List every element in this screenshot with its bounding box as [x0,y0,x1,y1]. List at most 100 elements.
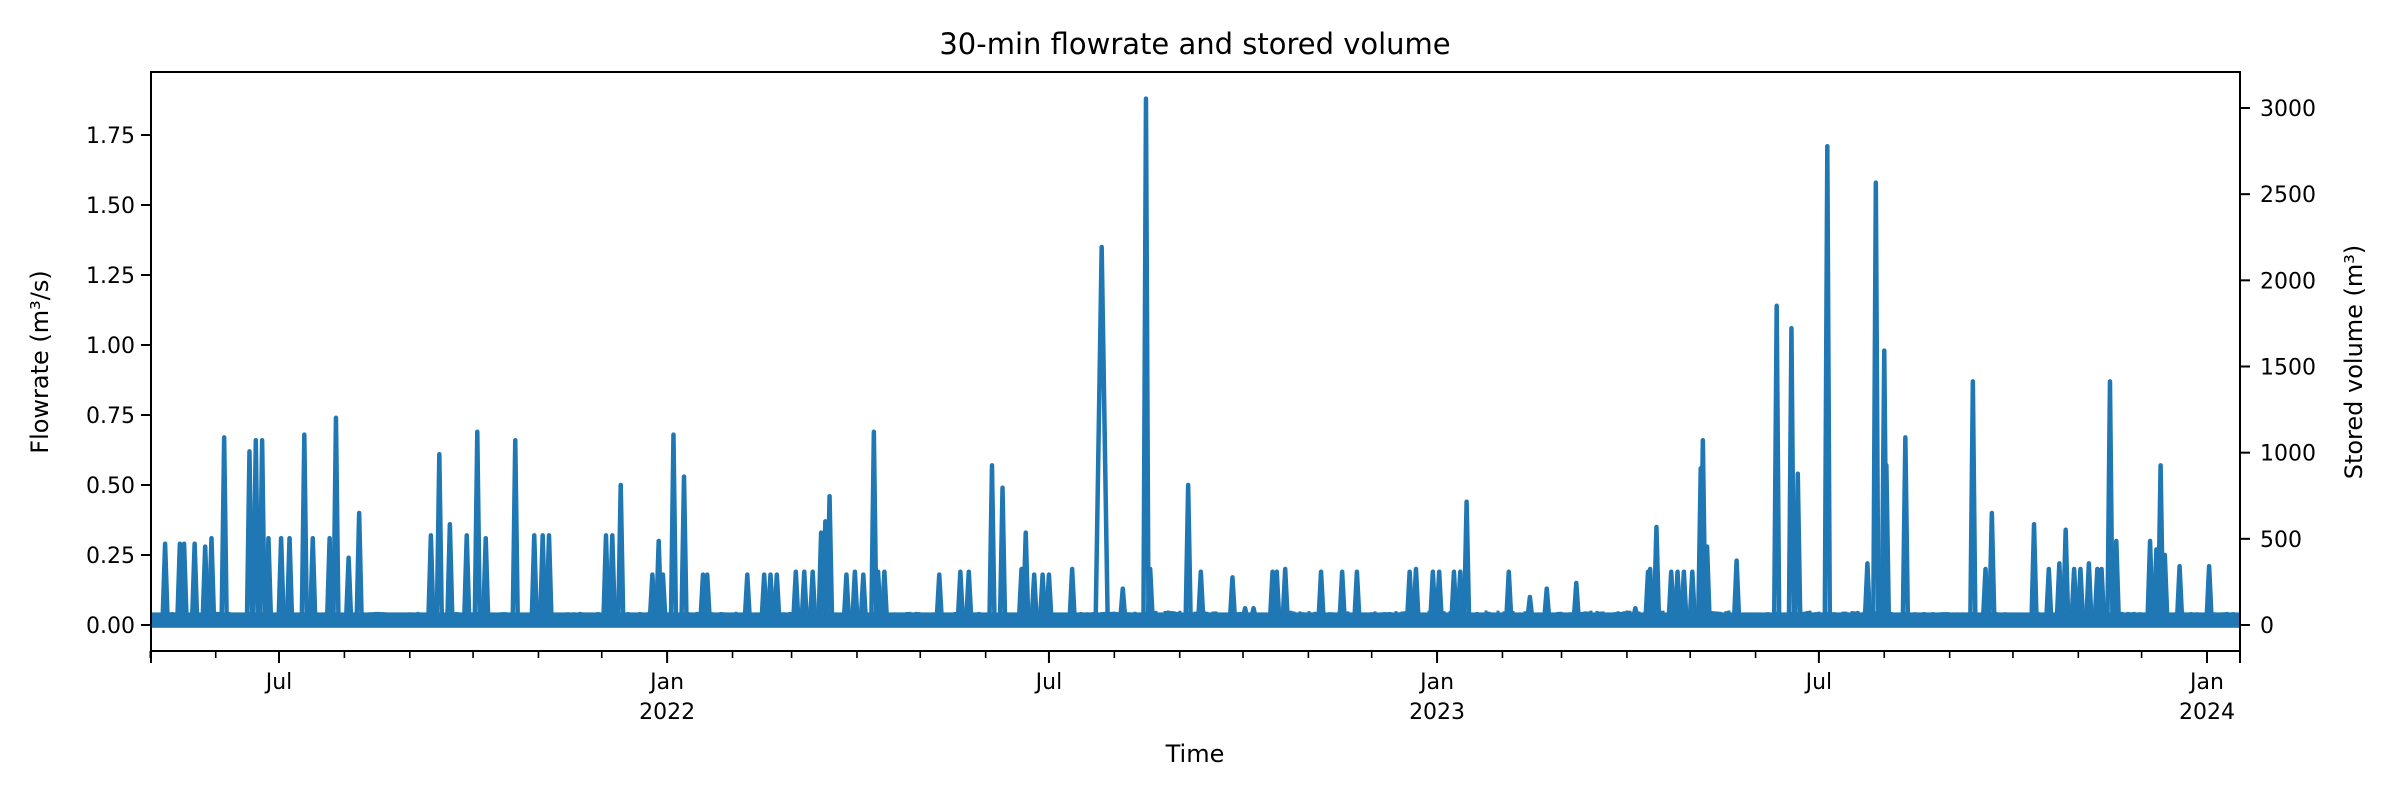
flow-spike [964,569,974,622]
flow-spike [2105,379,2115,622]
flow-spike [772,572,782,622]
flow-spike [1411,566,1421,622]
flow-spike [841,572,852,622]
flowrate-series [151,96,2240,628]
x-tick-label: Jul [1034,670,1063,695]
flow-spike [1337,569,1347,622]
y-tick-label: 1.25 [86,264,135,289]
flow-spike [1461,499,1472,622]
flow-spike [1504,569,1514,622]
flow-spike [1352,569,1362,622]
y-tick-label: 1.75 [86,124,135,149]
flow-spike [331,415,341,622]
flow-spike [426,533,436,622]
flow-spike [1067,566,1077,622]
flow-spike [879,569,890,622]
flow-spike [2096,566,2107,622]
y-tick-label: 0.75 [86,404,135,429]
flow-spike [276,535,286,622]
flow-spike [1118,586,1128,622]
plot-area [150,71,2241,652]
y-axis-right-label: Stored volume (m³) [2340,245,2368,480]
flow-spike [1630,605,1641,622]
flow-spike [742,572,753,622]
flow-spike [668,432,679,622]
flow-spike [1248,605,1259,622]
flow-spike [257,437,267,622]
flow-spike [1672,569,1683,622]
flow-spike [1316,569,1326,622]
flow-spike [2029,521,2039,622]
flow-spike [1862,561,1873,622]
flow-spike [1881,463,1892,622]
flow-spike [1280,566,1290,622]
flow-spike [2075,566,2086,622]
flow-spike [219,435,229,622]
flow-spike [873,569,883,622]
y-axis-left-label: Flowrate (m³/s) [26,270,54,453]
flow-spike [160,541,170,622]
flow-spike [2060,527,2071,622]
flow-spike [987,463,997,622]
flow-spike [1786,325,1797,622]
flow-spike [2204,563,2214,622]
flow-spike [537,533,548,622]
flow-spike [284,535,295,622]
y2-tick-label: 1000 [2260,442,2316,467]
flow-spike [244,449,255,622]
flow-spike [1542,586,1552,622]
flow-spike [1793,471,1803,622]
flow-spike [1240,605,1250,622]
flow-spike [1571,580,1582,622]
flow-spike [529,533,539,622]
y-axis-left: 0.00 0.25 0.50 0.75 1.00 1.25 1.50 1.75 [86,124,151,639]
flow-spike [1980,566,1991,622]
flow-spike [179,541,189,622]
flow-spike [1093,244,1110,622]
flow-spike [799,569,809,622]
x-tick-label: Jul [1804,670,1833,695]
flow-spike [445,521,455,622]
flow-spike [472,429,483,622]
flow-spike [510,437,521,622]
y2-tick-label: 2500 [2260,183,2316,208]
flow-spike [934,572,944,622]
flow-spike [1029,572,1039,622]
flow-spike [263,535,274,622]
flow-spike [869,429,879,622]
flow-spike [1666,569,1676,622]
flow-spike [1272,569,1282,622]
flow-spike [324,535,335,622]
flow-spike [461,533,472,622]
flow-spike [480,535,491,622]
y-tick-label: 0.50 [86,474,135,499]
flow-spike [824,493,835,622]
flow-spike [2084,561,2094,622]
flow-spike [1968,379,1978,622]
y-tick-label: 0.00 [86,614,135,639]
flow-spike [1227,575,1238,622]
flow-spike [1404,569,1415,622]
flow-spike [1183,482,1193,622]
flow-spike [1651,524,1662,622]
flow-spike [1822,143,1833,622]
y-tick-label: 1.00 [86,334,135,359]
flow-spike [1702,544,1712,622]
flow-spike [2044,566,2054,622]
y-tick-label: 1.50 [86,194,135,219]
flow-spike [2069,566,2079,622]
flow-spike [544,533,554,622]
flow-spike [1679,569,1689,622]
flow-spike [1525,594,1535,622]
flow-spike [1987,510,1997,622]
flow-spike [955,569,966,622]
y-tick-label: 0.25 [86,544,135,569]
flow-spike [1731,558,1742,622]
flow-spike [2174,563,2185,622]
flow-spike [1645,566,1655,622]
flow-spike [791,569,801,622]
flow-spike [601,533,611,622]
y2-tick-label: 2000 [2260,269,2316,294]
